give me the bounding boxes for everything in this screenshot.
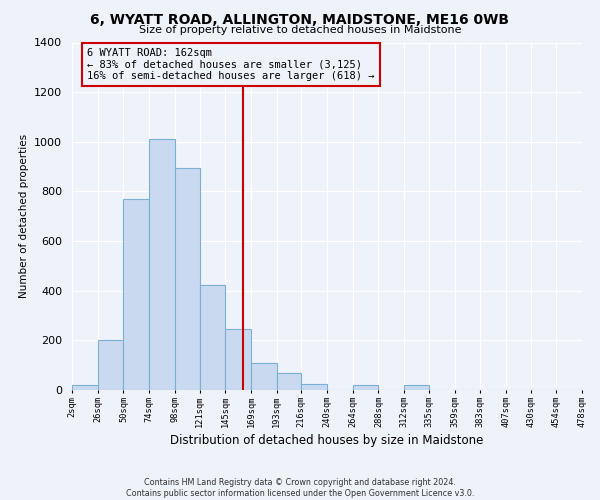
Text: 6 WYATT ROAD: 162sqm
← 83% of detached houses are smaller (3,125)
16% of semi-de: 6 WYATT ROAD: 162sqm ← 83% of detached h…	[88, 48, 375, 81]
Bar	[98, 340, 124, 390]
Bar	[149, 140, 175, 390]
Bar	[277, 372, 301, 390]
Bar	[72, 385, 98, 390]
Bar	[199, 284, 225, 390]
X-axis label: Distribution of detached houses by size in Maidstone: Distribution of detached houses by size …	[170, 434, 484, 447]
Text: 6, WYATT ROAD, ALLINGTON, MAIDSTONE, ME16 0WB: 6, WYATT ROAD, ALLINGTON, MAIDSTONE, ME1…	[91, 12, 509, 26]
Y-axis label: Number of detached properties: Number of detached properties	[19, 134, 29, 298]
Bar	[404, 385, 429, 390]
Bar	[124, 199, 149, 390]
Bar	[225, 329, 251, 390]
Text: Contains HM Land Registry data © Crown copyright and database right 2024.
Contai: Contains HM Land Registry data © Crown c…	[126, 478, 474, 498]
Bar	[175, 168, 199, 390]
Text: Size of property relative to detached houses in Maidstone: Size of property relative to detached ho…	[139, 25, 461, 35]
Bar	[353, 385, 379, 390]
Bar	[301, 384, 327, 390]
Bar	[251, 362, 277, 390]
